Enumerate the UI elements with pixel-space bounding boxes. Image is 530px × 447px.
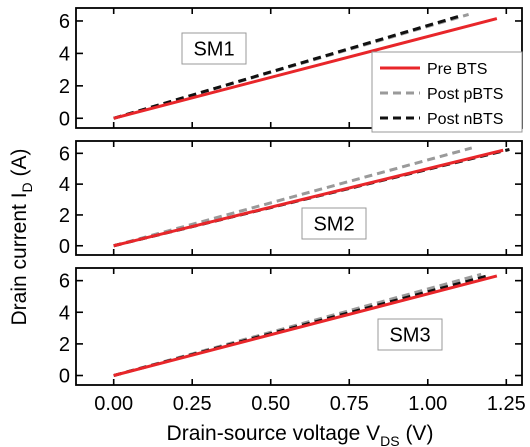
x-tick-label: 0.75	[330, 393, 369, 415]
y-tick-label: 0	[59, 236, 70, 258]
panel-sm3: 0 2 4 6 SM3	[59, 267, 523, 388]
y-tick-label: 4	[59, 302, 70, 324]
y-tick-label: 6	[59, 271, 70, 293]
series-post-nbts	[113, 13, 463, 120]
panel-label-box: SM2	[301, 207, 367, 240]
y-tick-label: 6	[59, 143, 70, 165]
panel-sm2: 0 2 4 6 SM2	[59, 140, 523, 258]
series-pre-bts	[113, 274, 498, 377]
y-tick-label: 4	[59, 174, 70, 196]
legend-label: Pre BTS	[427, 61, 487, 78]
y-tick-label: 0	[59, 108, 70, 130]
x-tick-label: 1.25	[487, 393, 526, 415]
plot-frame	[75, 267, 523, 386]
x-tick-label: 1.00	[408, 393, 447, 415]
label-frame	[377, 318, 443, 351]
plot-frame	[75, 140, 523, 256]
panels: 0 2 4 6 SM1 0 2 4 6 SM2 0 2 4 6 SM3 Pre BTS Post pBTS Pos…	[59, 7, 523, 388]
y-tick-label: 6	[59, 11, 70, 33]
y-tick-label: 0	[59, 366, 70, 388]
y-tick-label: 2	[59, 76, 70, 98]
x-tick-label: 0.50	[251, 393, 290, 415]
legend-label: Post pBTS	[427, 86, 503, 103]
series-pre-bts	[113, 148, 504, 248]
label-frame	[301, 207, 367, 240]
panel-label: SM1	[193, 39, 234, 61]
x-axis-label: Drain-source voltage VDS (V)	[167, 422, 434, 447]
series-pre-bts	[113, 17, 498, 120]
legend-label: Post nBTS	[427, 111, 503, 128]
panel-label: SM2	[313, 214, 354, 236]
x-axis: 0.00 0.25 0.50 0.75 1.00 1.25	[94, 393, 526, 415]
y-tick-label: 4	[59, 43, 70, 65]
y-axis-label: Drain current ID (A)	[8, 149, 35, 326]
panel-sm1: 0 2 4 6 SM1	[59, 7, 523, 130]
series-post-pbts	[113, 146, 473, 248]
y-tick-label: 2	[59, 205, 70, 227]
panel-label-box: SM3	[377, 318, 443, 351]
panel-label: SM3	[389, 325, 430, 347]
panel-label-box: SM1	[181, 32, 247, 65]
x-tick-label: 0.00	[94, 393, 133, 415]
series-post-pbts	[113, 272, 482, 377]
y-tick-label: 2	[59, 334, 70, 356]
legend: Pre BTS Post pBTS Post nBTS	[371, 51, 523, 133]
x-tick-label: 0.25	[173, 393, 212, 415]
label-frame	[181, 32, 247, 65]
